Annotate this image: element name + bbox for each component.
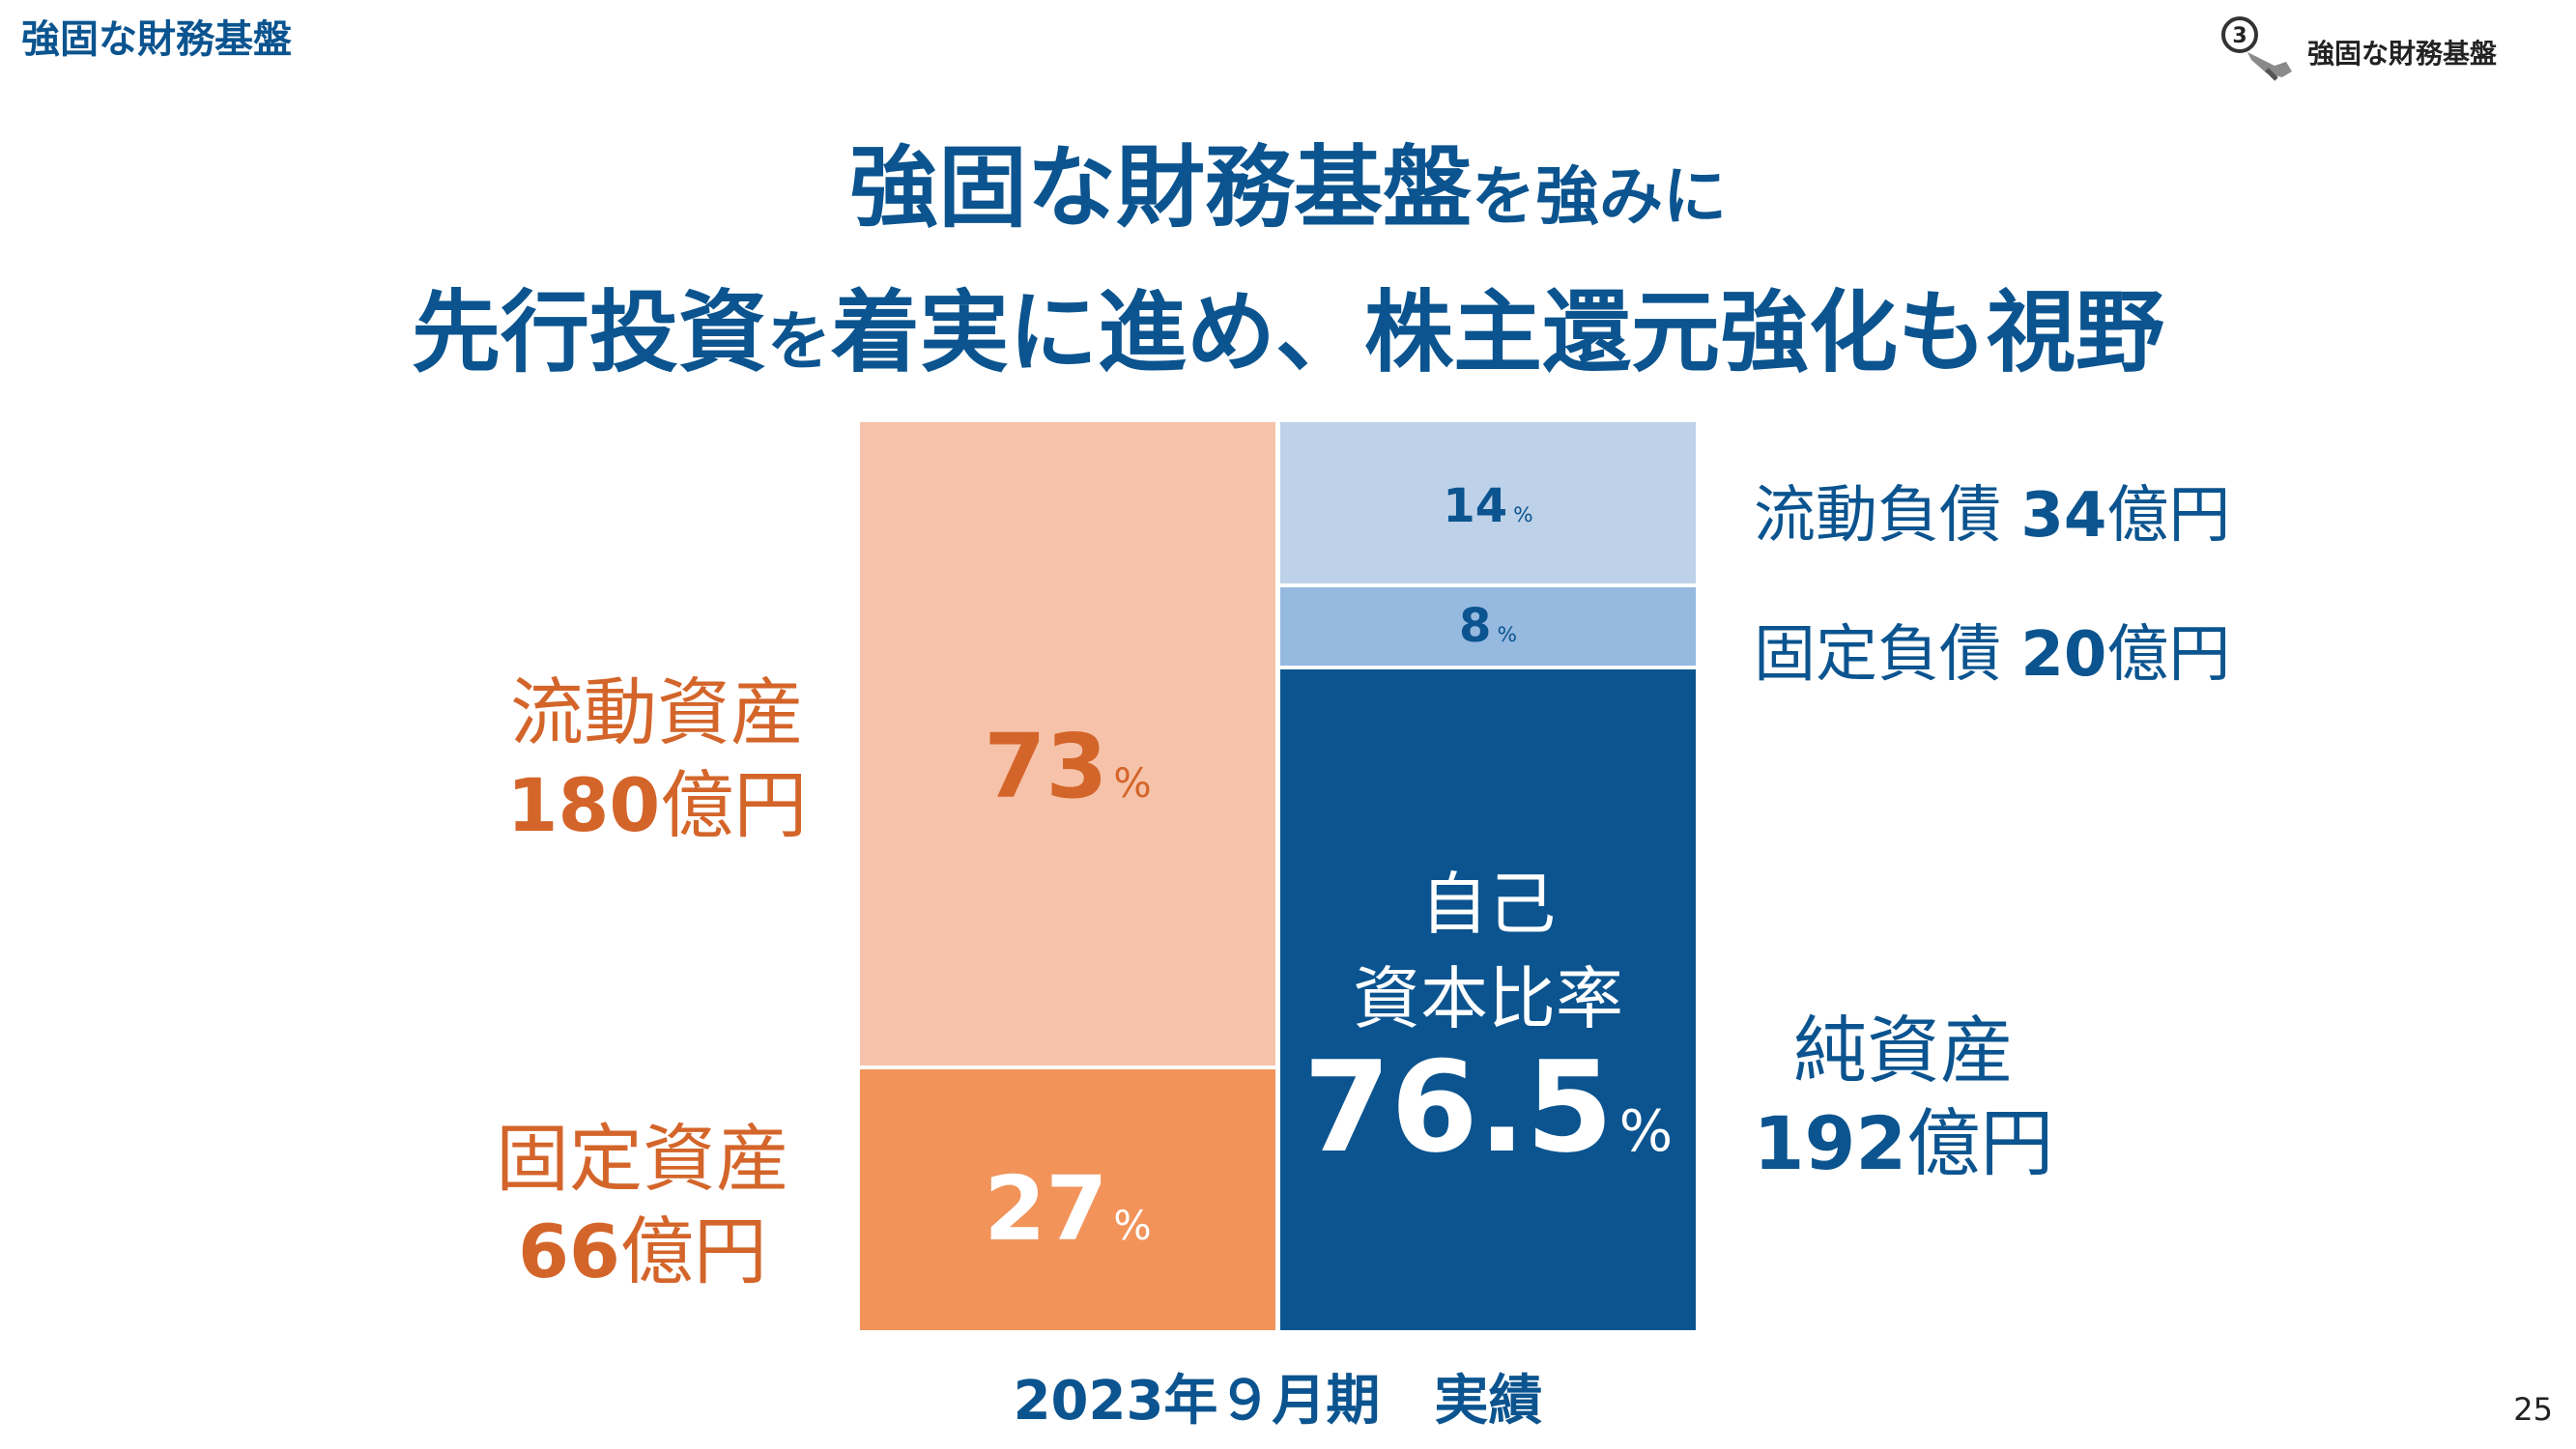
label-current-assets: 流動資産 180億円 (464, 667, 850, 852)
bar-segment-current-liabilities (1280, 422, 1696, 583)
headline-2-kana: を (767, 304, 831, 379)
bar-segment-fixed-liabilities (1280, 587, 1696, 666)
badge-label: 強固な財務基盤 (2307, 38, 2498, 70)
data-label-fixed-liabilities-pct: 8% (1280, 599, 1696, 653)
headline-2-part1: 先行投資 (411, 281, 767, 384)
pct-unit: % (1113, 760, 1152, 807)
current-assets-pct-value: 73 (984, 715, 1108, 818)
data-label-current-assets-pct: 73% (860, 715, 1275, 818)
section-title: 強固な財務基盤 (21, 17, 292, 62)
pct-unit: % (1513, 503, 1533, 527)
pct-unit: % (1113, 1203, 1152, 1249)
pct-unit: % (1497, 623, 1517, 647)
label-fixed-liabilities: 固定負債 20億円 (1754, 605, 2230, 694)
fixed-assets-pct-value: 27 (984, 1157, 1108, 1261)
fixed-liabilities-amount: 20 (2020, 619, 2107, 691)
net-assets-name: 純資産 (1793, 1008, 2014, 1094)
current-liabilities-name: 流動負債 (1754, 480, 2001, 552)
current-liabilities-amount: 34 (2020, 480, 2107, 552)
data-label-fixed-assets-pct: 27% (860, 1157, 1275, 1261)
page-number: 25 (2513, 1391, 2553, 1428)
headline-1-main: 強固な財務基盤 (848, 136, 1472, 240)
bar-segment-fixed-assets (860, 1069, 1275, 1330)
fixed-assets-name: 固定資産 (496, 1116, 789, 1202)
bar-segment-current-assets (860, 422, 1275, 1065)
amount-unit: 億円 (619, 1208, 767, 1294)
x-axis-label: 2023年９月期 実績 (1013, 1370, 1543, 1433)
badge-number: 3 (2232, 24, 2247, 48)
headline-2-part2: 着実に進め、株主還元強化も視野 (831, 281, 2165, 384)
equity-ratio-label-1: 自己 (1420, 865, 1556, 944)
fixed-liabilities-name: 固定負債 (1754, 619, 2001, 691)
amount-unit: 億円 (2106, 619, 2231, 691)
equity-ratio-value: 76.5% (1280, 1034, 1696, 1180)
amount-unit: 億円 (2106, 480, 2231, 552)
section-badge: 3 強固な財務基盤 (2218, 14, 2537, 81)
headline-line-2: 先行投資を着実に進め、株主還元強化も視野 (0, 261, 2576, 389)
headline-1-tail: を強みに (1472, 159, 1727, 234)
equity-ratio-label-2: 資本比率 (1353, 959, 1623, 1038)
pct-unit: % (1618, 1098, 1674, 1164)
net-assets-amount: 192 (1753, 1100, 1907, 1186)
label-current-liabilities: 流動負債 34億円 (1754, 466, 2230, 554)
fixed-assets-amount: 66 (518, 1208, 620, 1294)
current-assets-amount: 180 (506, 762, 661, 848)
headline-line-1: 強固な財務基盤を強みに (0, 116, 2576, 244)
data-label-current-liabilities-pct: 14% (1280, 479, 1696, 533)
equity-ratio-number: 76.5 (1302, 1034, 1614, 1180)
amount-unit: 億円 (1906, 1100, 2054, 1186)
current-liabilities-pct-value: 14 (1443, 479, 1508, 533)
amount-unit: 億円 (660, 762, 808, 848)
fixed-liabilities-pct-value: 8 (1459, 599, 1492, 653)
label-fixed-assets: 固定資産 66億円 (449, 1113, 836, 1298)
current-assets-name: 流動資産 (510, 669, 804, 755)
magnifier-hand-icon: 3 (2221, 16, 2292, 81)
bar-segment-net-assets (1280, 669, 1696, 1330)
label-net-assets: 純資産 192億円 (1710, 1005, 2097, 1190)
